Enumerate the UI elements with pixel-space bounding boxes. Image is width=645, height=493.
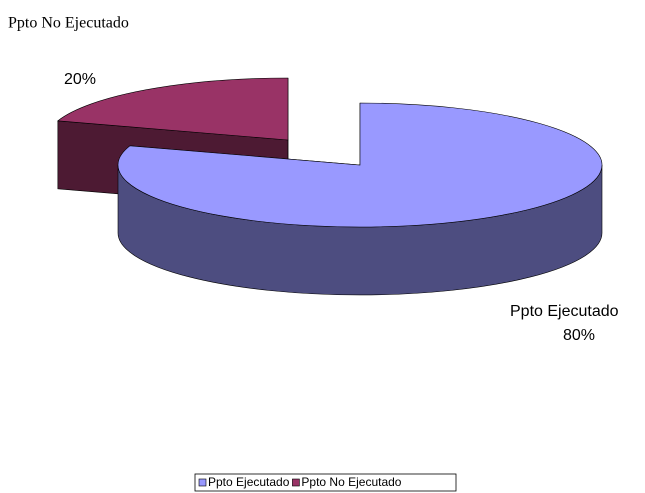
value-label: 80%	[563, 327, 595, 344]
legend-label: Ppto No Ejecutado	[301, 475, 401, 489]
legend-swatch	[292, 478, 300, 487]
value-label: 20%	[64, 71, 96, 88]
legend-label: Ppto Ejecutado	[208, 475, 290, 489]
slice	[117, 102, 603, 228]
chart-title: Ppto No Ejecutado	[8, 15, 129, 32]
legend-swatch	[198, 478, 207, 487]
legend: Ppto Ejecutado Ppto No Ejecutado	[194, 473, 457, 492]
category-label: Ppto Ejecutado	[510, 303, 619, 320]
slice	[57, 77, 289, 141]
legend-frame	[194, 473, 457, 492]
